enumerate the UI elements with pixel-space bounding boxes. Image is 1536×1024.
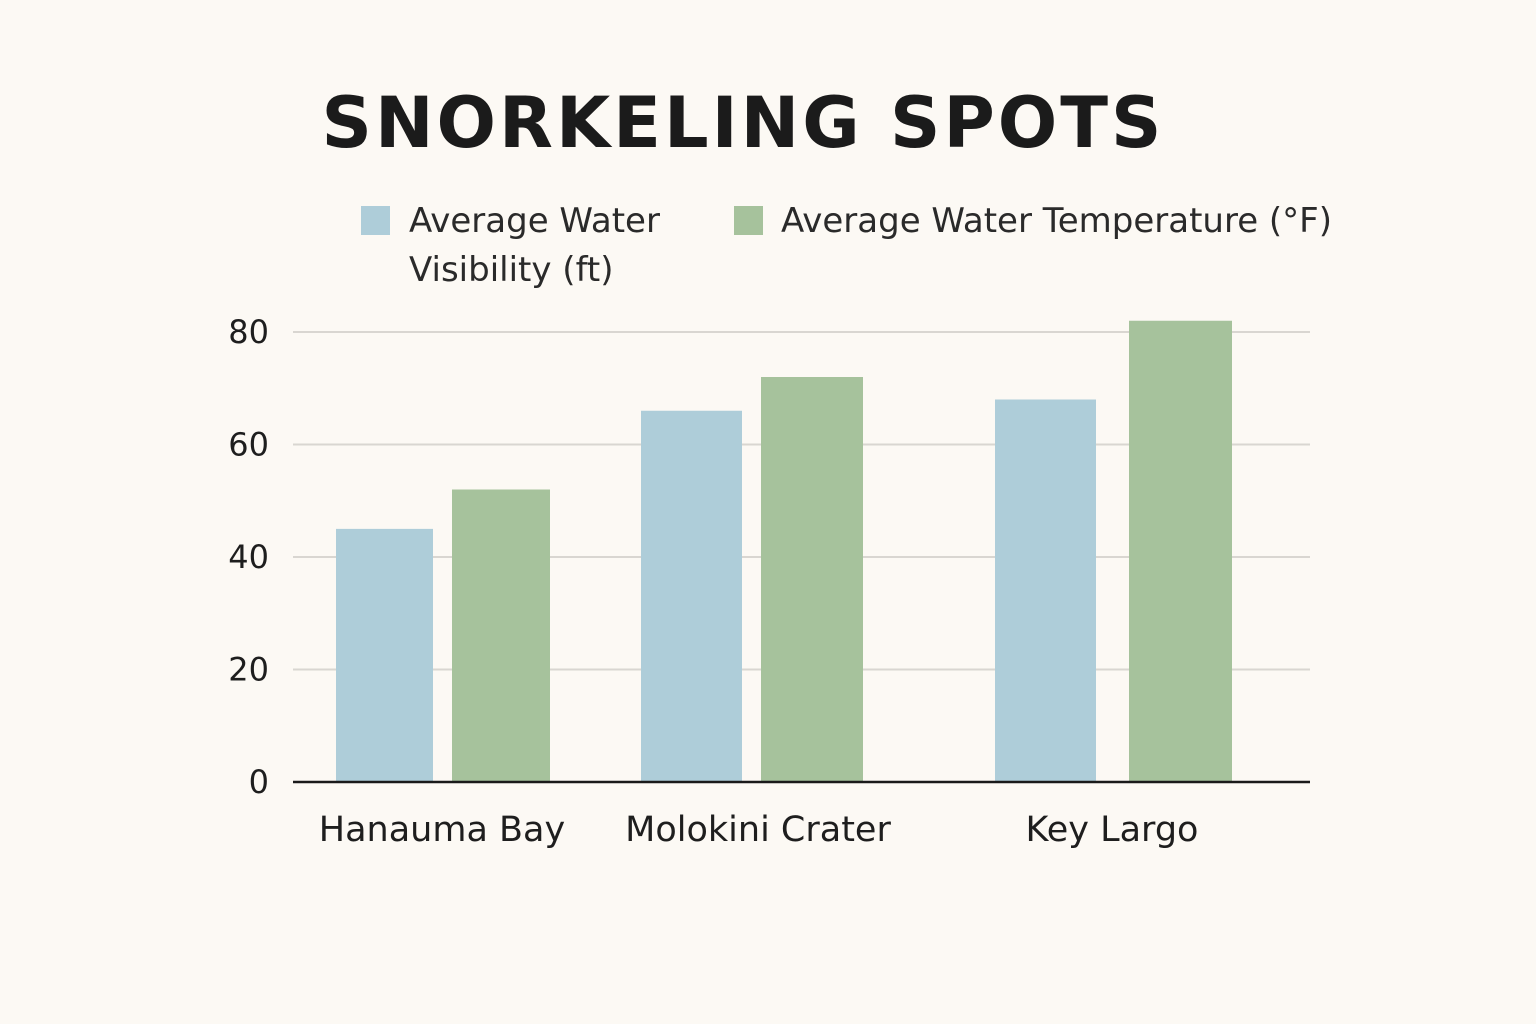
bars (336, 320, 1232, 782)
y-tick-label: 0 (249, 763, 269, 801)
y-tick-label: 60 (228, 426, 269, 464)
legend-swatch (361, 206, 390, 235)
bar-visibility-1 (641, 410, 742, 782)
legend-label: Average Water (409, 201, 660, 241)
bar-temperature-1 (761, 377, 863, 782)
bar-temperature-2 (1129, 320, 1232, 782)
y-tick-label: 20 (228, 651, 269, 689)
y-tick-label: 80 (228, 313, 269, 351)
legend: Average Water Visibility (ft) Average Wate… (361, 201, 1332, 290)
y-axis-ticks: 0 20 40 60 80 (228, 313, 269, 801)
y-tick-label: 40 (228, 538, 269, 576)
bar-visibility-0 (336, 528, 433, 782)
bar-visibility-2 (995, 399, 1096, 782)
legend-label: Average Water Temperature (°F) (781, 201, 1332, 241)
x-category-label: Hanauma Bay (319, 810, 565, 850)
legend-label: Visibility (ft) (409, 250, 614, 290)
bar-temperature-0 (452, 489, 550, 782)
x-category-label: Key Largo (1026, 810, 1199, 850)
x-category-label: Molokini Crater (625, 810, 891, 850)
chart-title: SNORKELING SPOTS (322, 82, 1165, 164)
legend-swatch (734, 206, 763, 235)
x-axis-categories: Hanauma Bay Molokini Crater Key Largo (319, 810, 1199, 850)
